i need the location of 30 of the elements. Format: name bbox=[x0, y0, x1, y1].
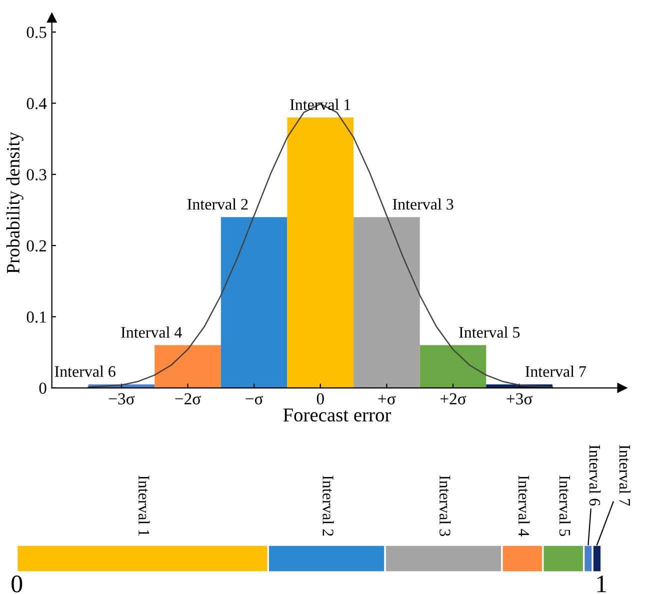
annotation: Interval 6 bbox=[54, 366, 116, 377]
text: Interval 1 bbox=[138, 476, 150, 536]
x-tick-label: 1 bbox=[597, 576, 606, 592]
annotation: Interval 3 bbox=[392, 198, 454, 210]
y-tick-label: 0.2 bbox=[26, 240, 46, 252]
text: Interval 6 bbox=[589, 445, 601, 506]
x-tick-label: +σ bbox=[378, 394, 396, 404]
text: Interval 3 bbox=[440, 476, 451, 536]
y-tick-label: 0 bbox=[39, 382, 46, 394]
annotation: Interval 2 bbox=[187, 198, 248, 210]
y-tick-label: 0.3 bbox=[26, 169, 46, 180]
x-tick-label: 0 bbox=[316, 393, 324, 404]
annotation: Interval 4 bbox=[121, 326, 182, 338]
x-tick-label: −2σ bbox=[175, 393, 201, 404]
annotation: Interval 1 bbox=[290, 98, 350, 110]
x-tick-label: −σ bbox=[246, 396, 264, 404]
x-tick-label: +3σ bbox=[506, 393, 532, 404]
text: Interval 5 bbox=[559, 476, 571, 536]
x-axis-title: Forecast error bbox=[283, 408, 392, 422]
y-tick-label: 0.4 bbox=[26, 98, 47, 110]
text: Interval 4 bbox=[518, 476, 530, 536]
y-tick-label: 0.1 bbox=[26, 311, 46, 323]
y-axis-title: Probability density bbox=[6, 132, 24, 274]
text: Interval 7 bbox=[619, 445, 631, 506]
annotation: Interval 5 bbox=[459, 326, 520, 338]
y-tick-label: 0.5 bbox=[26, 26, 46, 38]
x-tick-label: +2σ bbox=[440, 393, 466, 404]
text: Interval 2 bbox=[322, 476, 334, 536]
annotation: Interval 7 bbox=[525, 366, 586, 377]
x-tick-label: −3σ bbox=[108, 393, 135, 404]
